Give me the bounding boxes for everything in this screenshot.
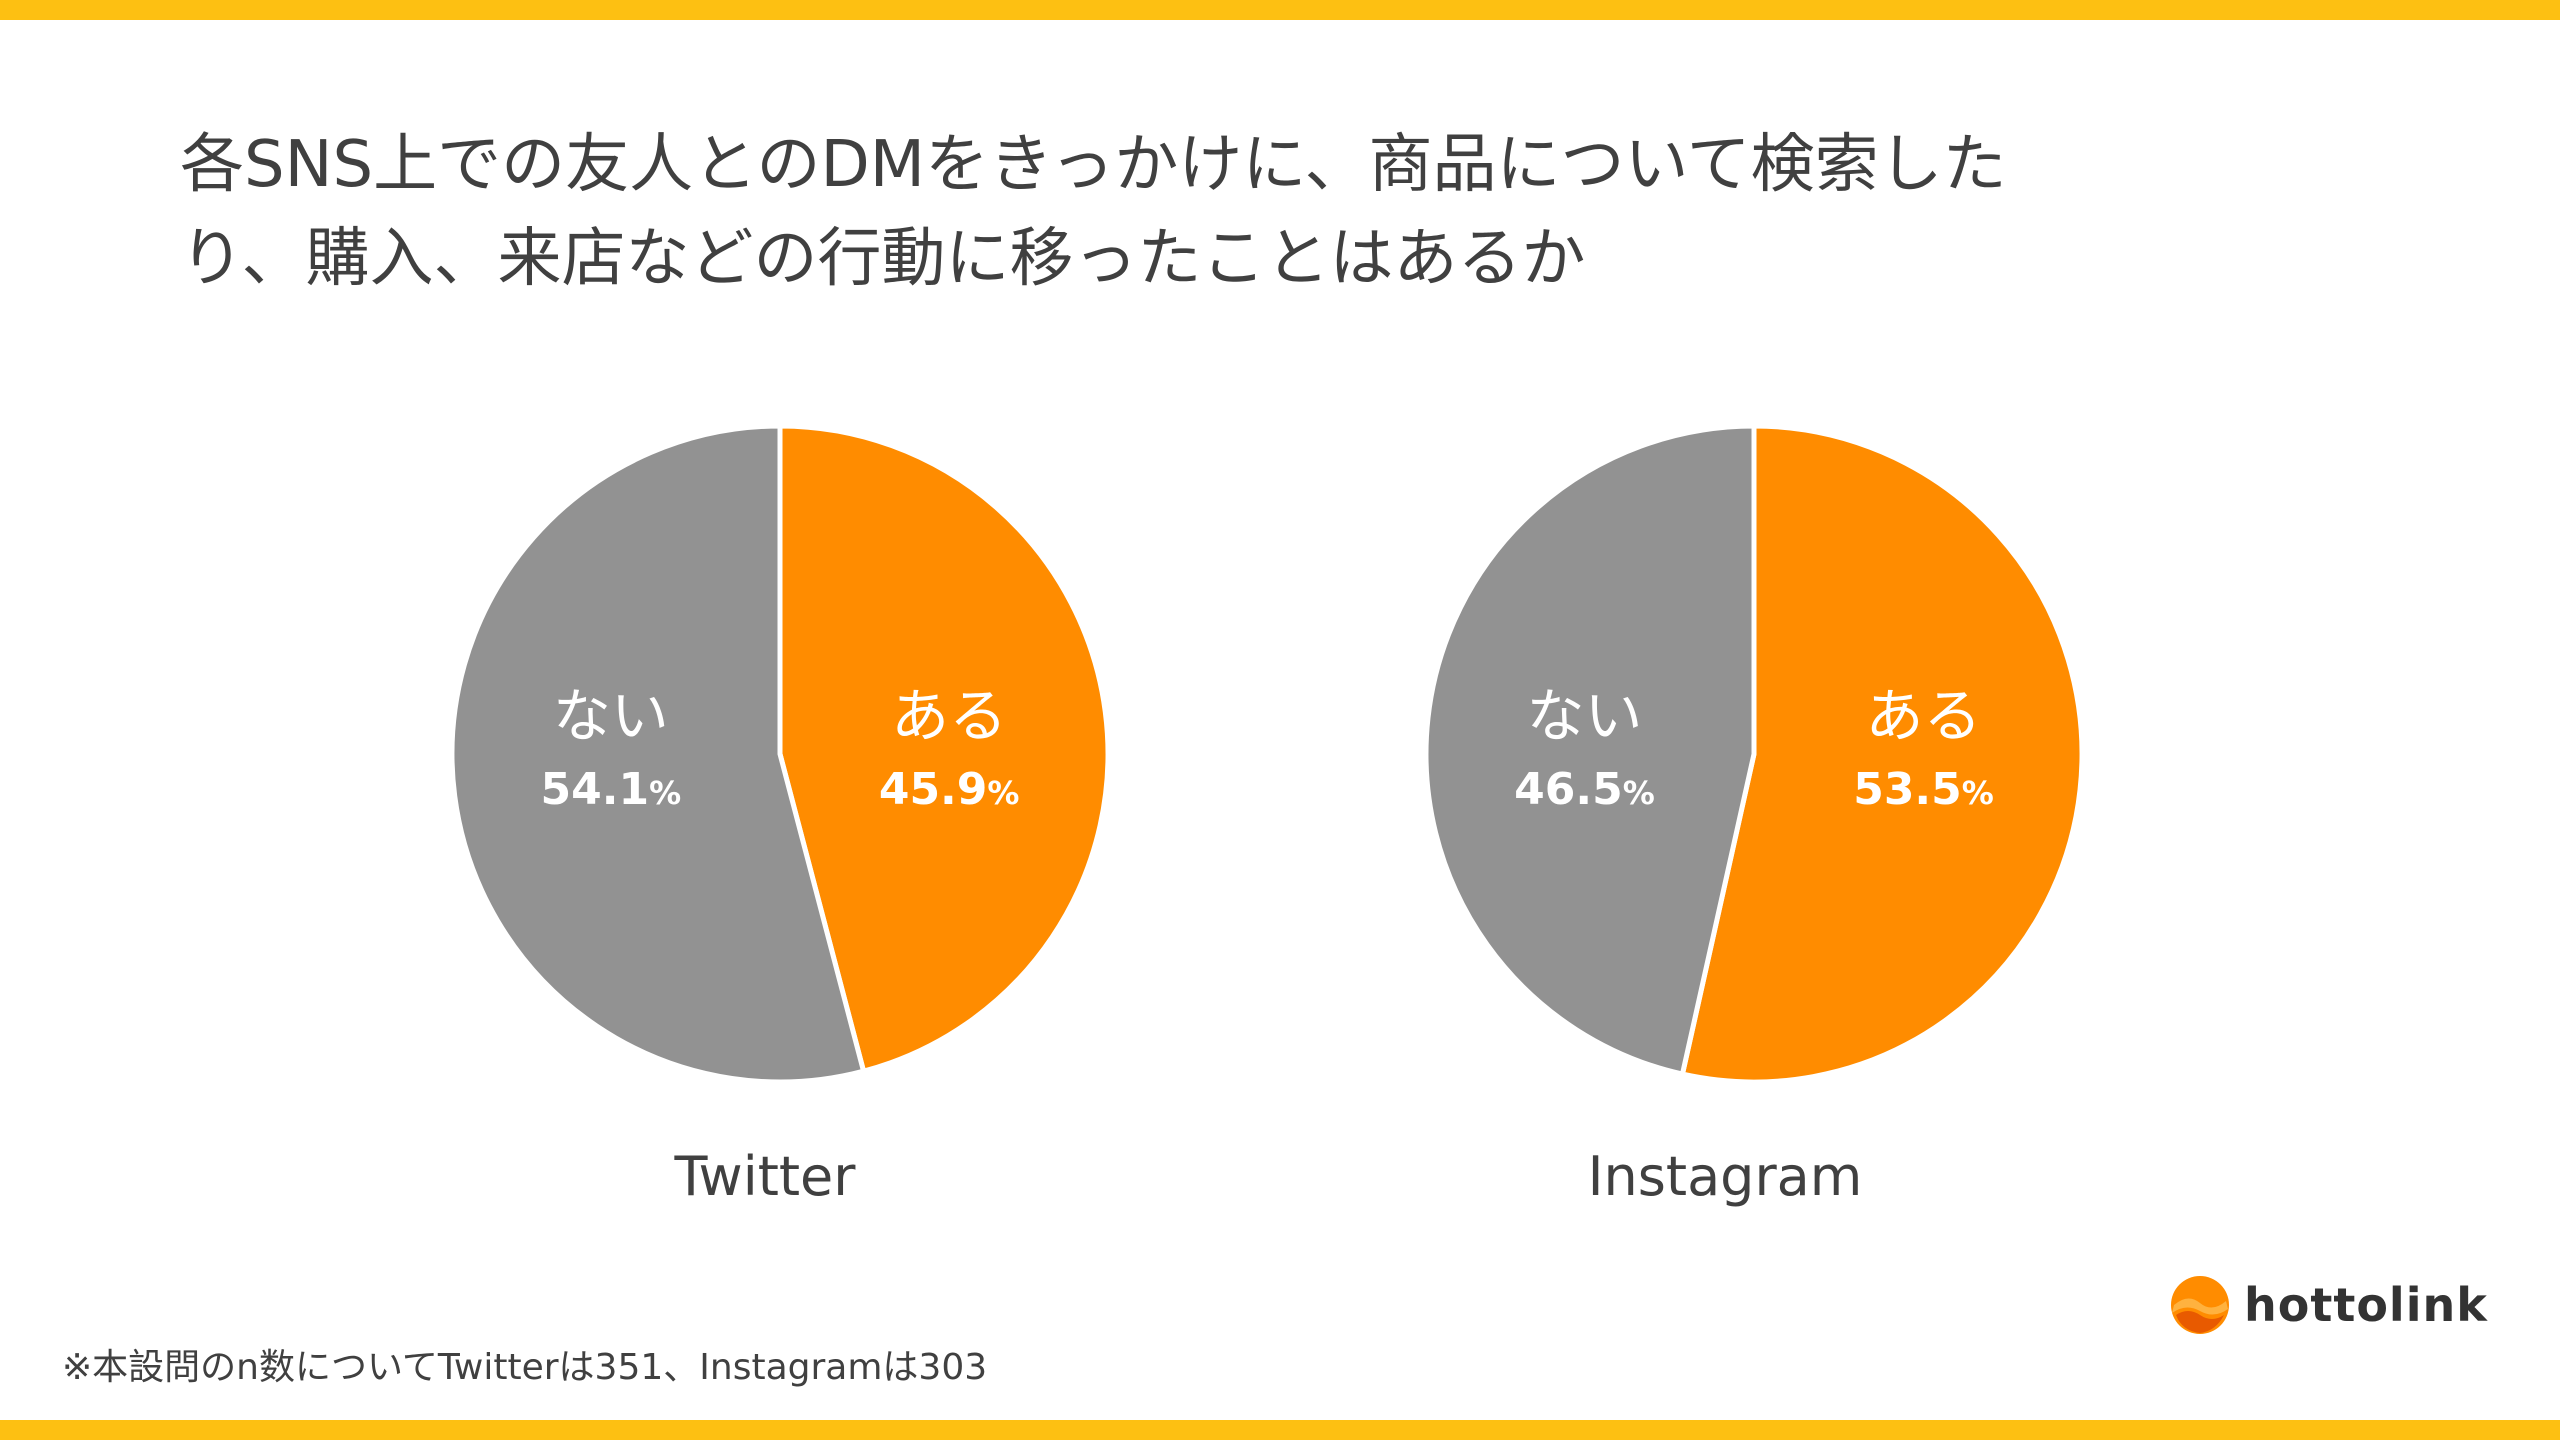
title-line-1: 各SNS上での友人とのDMをきっかけに、商品について検索した	[180, 128, 2007, 202]
slice-value-unit: %	[987, 774, 1019, 812]
slice-value-number: 54.1	[541, 764, 650, 815]
slice-value-unit: %	[1623, 774, 1655, 812]
instagram-chart-title: Instagram	[1587, 1145, 1863, 1208]
pie-slice-no	[1423, 423, 1757, 1077]
slice-label-group: ない 54.1%	[541, 682, 682, 815]
slice-category-label: ある	[1866, 682, 1982, 750]
hottolink-logo-icon	[2171, 1276, 2229, 1334]
slice-category-label: ない	[1526, 682, 1642, 750]
bottom-accent-bar	[0, 1420, 2560, 1440]
slice-label-group: ある 45.9%	[879, 682, 1020, 815]
slice-value-label: 46.5%	[1514, 764, 1655, 815]
slice-value-label: 53.5%	[1853, 764, 1994, 815]
slice-label-group: ない 46.5%	[1514, 682, 1655, 815]
logo-text: hottolink	[2244, 1278, 2488, 1332]
slice-value-label: 45.9%	[879, 764, 1020, 815]
hottolink-logo: hottolink	[2170, 1272, 2488, 1338]
twitter-pie-chart: ある 45.9% ない 54.1%	[449, 423, 1111, 1085]
slice-value-number: 53.5	[1853, 764, 1962, 815]
slice-value-number: 46.5	[1514, 764, 1623, 815]
pie-slice-yes	[777, 423, 1111, 1074]
slice-value-label: 54.1%	[541, 764, 682, 815]
twitter-chart-title: Twitter	[674, 1145, 856, 1208]
pie-slice-yes	[1679, 423, 2085, 1085]
instagram-pie-chart: ある 53.5% ない 46.5%	[1423, 423, 2085, 1085]
pie-slice-no	[449, 423, 867, 1085]
slice-value-number: 45.9	[879, 764, 988, 815]
top-accent-bar	[0, 0, 2560, 20]
footnote: ※本設問のn数についてTwitterは351、Instagramは303	[62, 1347, 988, 1388]
slice-label-group: ある 53.5%	[1853, 682, 1994, 815]
slice-category-label: ない	[553, 682, 669, 750]
title-line-2: り、購入、来店などの行動に移ったことはあるか	[180, 222, 1586, 296]
slice-value-unit: %	[1962, 774, 1994, 812]
page-title: 各SNS上での友人とのDMをきっかけに、商品について検索した り、購入、来店など…	[180, 118, 2430, 306]
slice-category-label: ある	[891, 682, 1007, 750]
slice-value-unit: %	[649, 774, 681, 812]
